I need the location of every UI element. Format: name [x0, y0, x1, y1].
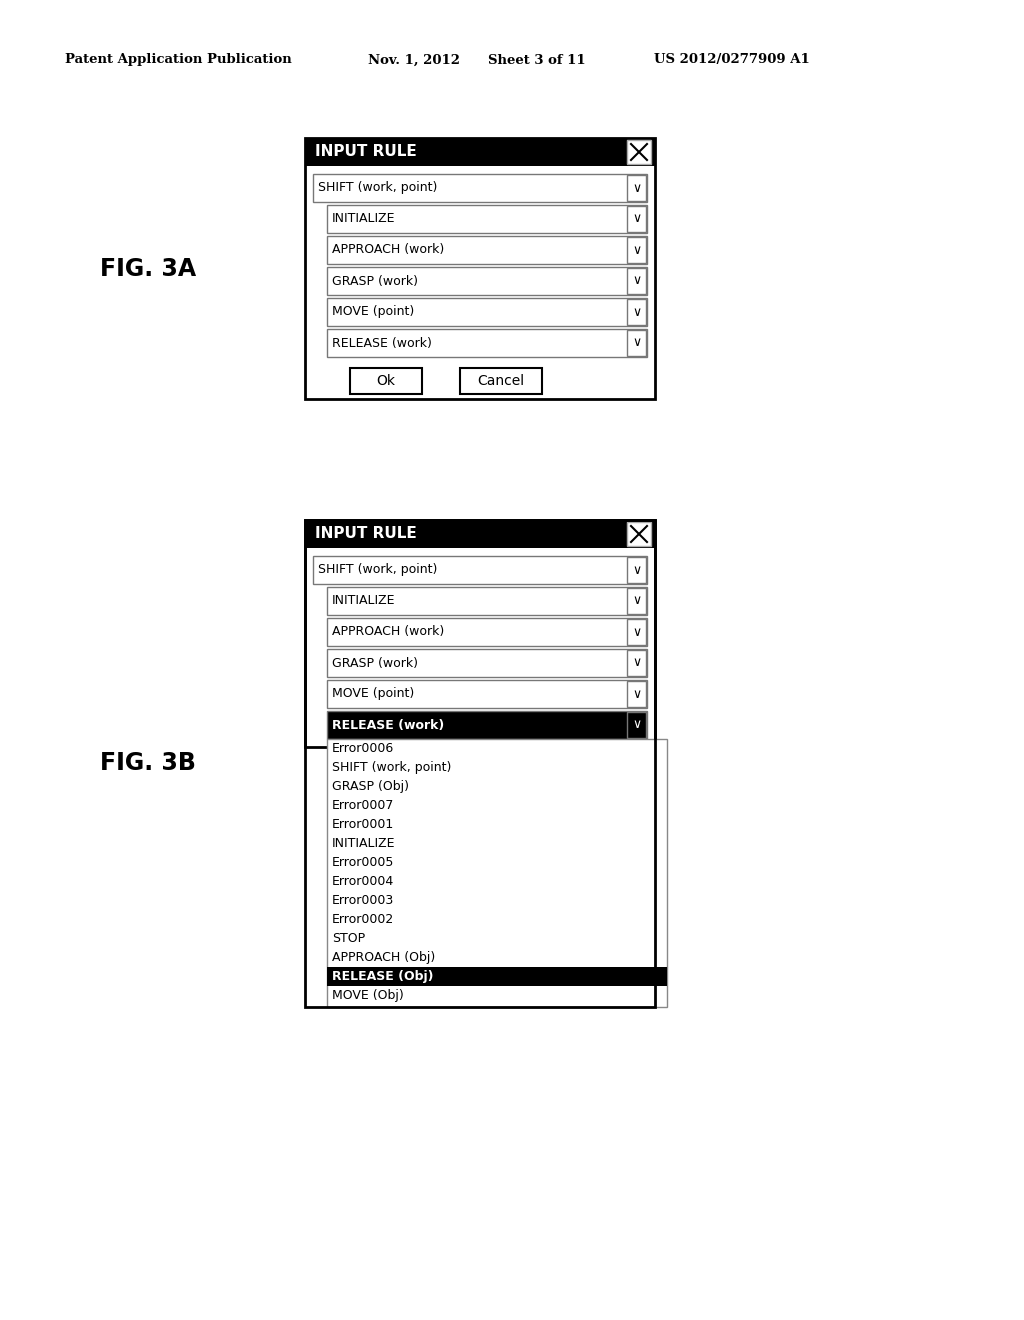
Bar — [313, 174, 647, 202]
Text: RELEASE (work): RELEASE (work) — [332, 718, 444, 731]
Text: ∨: ∨ — [633, 718, 642, 731]
Text: INPUT RULE: INPUT RULE — [315, 144, 417, 160]
Bar — [305, 139, 655, 399]
Text: Error0003: Error0003 — [332, 894, 394, 907]
Bar — [327, 267, 647, 294]
Text: Error0007: Error0007 — [332, 799, 394, 812]
Text: RELEASE (Obj): RELEASE (Obj) — [332, 970, 433, 983]
Text: FIG. 3B: FIG. 3B — [100, 751, 196, 776]
Bar — [627, 619, 646, 645]
Text: US 2012/0277909 A1: US 2012/0277909 A1 — [654, 54, 810, 66]
Text: MOVE (point): MOVE (point) — [332, 688, 415, 701]
Text: Ok: Ok — [377, 374, 395, 388]
Bar — [327, 618, 647, 645]
Text: FIG. 3A: FIG. 3A — [100, 256, 197, 281]
Bar — [627, 206, 646, 232]
Bar — [327, 968, 667, 986]
Bar — [305, 139, 655, 166]
Text: Error0005: Error0005 — [332, 855, 394, 869]
Bar — [628, 523, 650, 545]
Text: INITIALIZE: INITIALIZE — [332, 837, 395, 850]
Text: ∨: ∨ — [633, 337, 642, 350]
Text: Error0006: Error0006 — [332, 742, 394, 755]
Bar — [313, 556, 647, 583]
Text: RELEASE (work): RELEASE (work) — [332, 337, 432, 350]
Text: ∨: ∨ — [633, 305, 642, 318]
Bar — [627, 140, 651, 164]
Bar — [627, 238, 646, 263]
Bar — [627, 681, 646, 708]
Bar — [627, 521, 651, 546]
Text: Error0002: Error0002 — [332, 913, 394, 927]
Text: INPUT RULE: INPUT RULE — [315, 527, 417, 541]
Text: APPROACH (work): APPROACH (work) — [332, 626, 444, 639]
Text: SHIFT (work, point): SHIFT (work, point) — [318, 564, 437, 577]
Bar — [327, 205, 647, 234]
Text: MOVE (Obj): MOVE (Obj) — [332, 989, 403, 1002]
Text: Sheet 3 of 11: Sheet 3 of 11 — [488, 54, 586, 66]
Text: MOVE (point): MOVE (point) — [332, 305, 415, 318]
Bar — [627, 330, 646, 356]
Text: STOP: STOP — [332, 932, 366, 945]
Text: ∨: ∨ — [633, 626, 642, 639]
Text: Error0004: Error0004 — [332, 875, 394, 888]
Text: SHIFT (work, point): SHIFT (work, point) — [332, 762, 452, 774]
Text: INITIALIZE: INITIALIZE — [332, 213, 395, 226]
Text: Patent Application Publication: Patent Application Publication — [65, 54, 292, 66]
Bar — [627, 649, 646, 676]
Bar — [327, 587, 647, 615]
Text: ∨: ∨ — [633, 275, 642, 288]
Bar — [627, 268, 646, 294]
Text: GRASP (work): GRASP (work) — [332, 656, 418, 669]
Bar — [305, 520, 655, 1007]
Bar — [327, 329, 647, 356]
Bar — [460, 368, 542, 393]
Text: Error0001: Error0001 — [332, 818, 394, 832]
Bar — [627, 557, 646, 583]
Bar — [627, 176, 646, 201]
Text: ∨: ∨ — [633, 656, 642, 669]
Text: Nov. 1, 2012: Nov. 1, 2012 — [368, 54, 460, 66]
Bar — [305, 520, 655, 548]
Bar — [327, 649, 647, 677]
Text: Cancel: Cancel — [477, 374, 524, 388]
Bar — [350, 368, 422, 393]
Text: SHIFT (work, point): SHIFT (work, point) — [318, 181, 437, 194]
Text: ∨: ∨ — [633, 243, 642, 256]
Bar — [327, 236, 647, 264]
Text: ∨: ∨ — [633, 213, 642, 226]
Text: ∨: ∨ — [633, 594, 642, 607]
Bar — [327, 711, 647, 739]
Bar — [327, 739, 667, 1007]
Bar — [327, 298, 647, 326]
Bar — [628, 141, 650, 162]
Text: GRASP (work): GRASP (work) — [332, 275, 418, 288]
Text: APPROACH (work): APPROACH (work) — [332, 243, 444, 256]
Bar — [627, 300, 646, 325]
Text: INITIALIZE: INITIALIZE — [332, 594, 395, 607]
Text: GRASP (Obj): GRASP (Obj) — [332, 780, 409, 793]
Text: ∨: ∨ — [633, 688, 642, 701]
Text: ∨: ∨ — [633, 181, 642, 194]
Text: APPROACH (Obj): APPROACH (Obj) — [332, 950, 435, 964]
Bar — [627, 711, 646, 738]
Bar — [627, 587, 646, 614]
Bar — [327, 680, 647, 708]
Bar — [305, 520, 655, 747]
Text: ∨: ∨ — [633, 564, 642, 577]
